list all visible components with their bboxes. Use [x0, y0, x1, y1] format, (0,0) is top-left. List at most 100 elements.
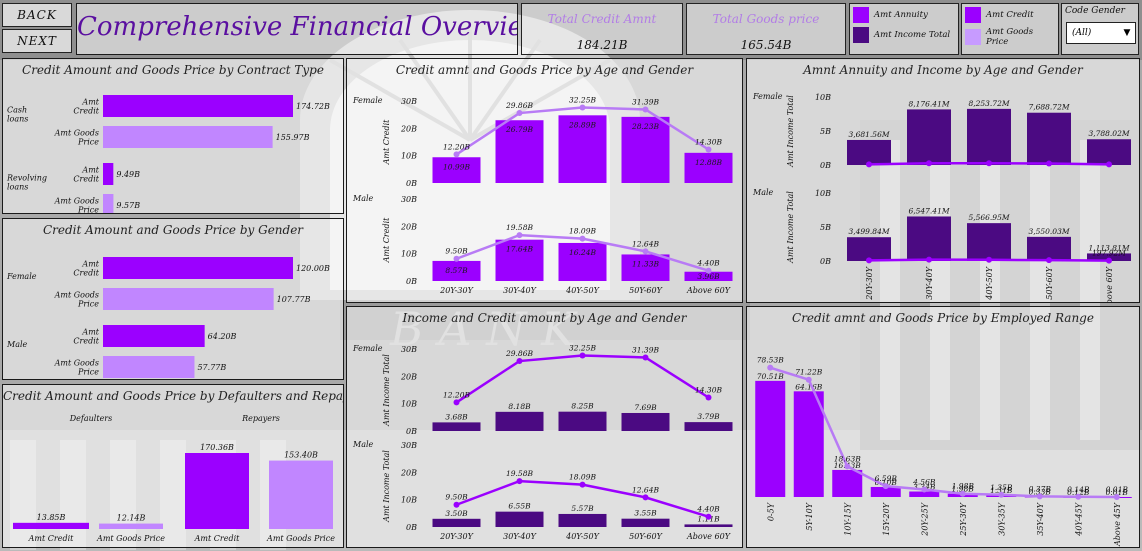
bar-value-label: 64.20B	[208, 332, 237, 341]
group-label: Repayers	[241, 414, 280, 423]
next-button[interactable]: NEXT	[2, 29, 72, 53]
series-line	[769, 366, 1117, 499]
gender-select[interactable]: (All) ▼	[1066, 22, 1136, 44]
line-value-label: 0.01B	[1106, 485, 1129, 494]
x-tick-label: 30Y-35Y	[997, 502, 1006, 535]
x-tick-label: 40Y-45Y	[1074, 502, 1083, 536]
line-value-label: 29.86B	[505, 101, 533, 110]
y-tick-label: 30B	[401, 97, 417, 106]
chart-title: Credit amnt and Goods Price by Age and G…	[395, 63, 694, 77]
bar-value-label: 155.97B	[276, 133, 310, 142]
line-point	[986, 256, 992, 263]
panel-annuity-income: Amnt Annuity and Income by Age and Gende…	[746, 58, 1140, 303]
line-value-label: 4.56B	[912, 477, 936, 486]
line-value-label: 197.92M	[1092, 249, 1126, 258]
line-point	[1046, 160, 1052, 167]
contract-type-chart: Cash loans Amt Credit 174.72B Amt Goods Price 1…	[6, 95, 330, 213]
x-tick-label: 35Y-40Y	[1036, 502, 1045, 535]
bar-value-label: 8.25B	[571, 402, 594, 411]
legend-label: Amt Income Total	[874, 30, 951, 40]
panel-employed-range: Credit amnt and Goods Price by Employed …	[746, 306, 1140, 548]
vbar	[621, 254, 670, 281]
vbar	[1027, 236, 1071, 261]
vbar	[185, 453, 249, 529]
line-point	[926, 160, 932, 167]
vbar	[432, 518, 481, 527]
bar-value-label: 107.77B	[277, 295, 311, 304]
vbar	[847, 139, 891, 165]
panel-gender: Credit Amount and Goods Price by Gender …	[2, 218, 344, 380]
bar-category-label: Amt Goods Price	[266, 534, 335, 543]
vbar	[967, 108, 1011, 165]
x-tick-label: 20Y-30Y	[439, 286, 473, 295]
bar-value-label: 5,566.95M	[968, 213, 1009, 222]
row-label: Male	[752, 188, 774, 197]
y-tick-label: 0B	[820, 161, 831, 170]
line-value-label: 18.09B	[569, 473, 596, 482]
line-value-label: 32.25B	[569, 95, 596, 104]
defaulters-chart: Defaulters 13.85B Amt Credit 12.14B Amt Good…	[13, 414, 335, 543]
x-tick-label: 10Y-15Y	[843, 502, 852, 535]
bar-value-label: 6.10B	[875, 478, 898, 487]
bar-category-label: Amt Goods Price	[96, 534, 165, 543]
line-point	[986, 160, 992, 167]
x-tick-label: 20Y-25Y	[920, 502, 929, 536]
x-tick-label: Above 60Y	[1105, 266, 1114, 302]
y-tick-label: 10B	[401, 400, 417, 409]
vbar	[1087, 139, 1131, 165]
row-label: Male	[352, 440, 374, 449]
bar-value-label: 3.79B	[697, 412, 720, 421]
swatch-annuity	[853, 7, 869, 23]
line-point	[579, 235, 586, 242]
chart-title: Credit Amount and Goods Price by Default…	[3, 389, 344, 403]
line-point	[516, 358, 523, 365]
bar-category-label: Amt Credit	[73, 98, 99, 116]
line-point	[453, 151, 460, 158]
row-label: Female	[752, 92, 783, 101]
line-value-label: 18.09B	[569, 227, 596, 236]
line-point	[705, 513, 712, 520]
panel-income-credit: Income and Credit amount by Age and Gend…	[346, 306, 743, 548]
vbar	[1027, 112, 1071, 165]
line-value-label: 14.30B	[695, 137, 722, 146]
vbar	[495, 411, 544, 431]
bar-value-label: 8.18B	[508, 402, 531, 411]
vbar	[909, 491, 940, 497]
vbar	[684, 271, 733, 281]
y-tick-label: 0B	[820, 257, 831, 266]
y-axis-title: Amt Credit	[382, 217, 391, 263]
line-point	[579, 481, 586, 488]
line-value-label: 19.58B	[506, 469, 533, 478]
line-point	[1113, 493, 1120, 500]
vbar	[847, 237, 891, 261]
hbar	[103, 356, 195, 378]
bar-value-label: 5.57B	[571, 504, 594, 513]
y-tick-label: 0B	[406, 179, 417, 188]
title-panel: Comprehensive Financial Overview	[76, 3, 518, 55]
line-value-label: 12.20B	[443, 142, 470, 151]
panel-contract-type: Credit Amount and Goods Price by Contrac…	[2, 58, 344, 214]
x-tick-label: 40Y-50Y	[985, 266, 994, 300]
x-tick-label: 30Y-40Y	[925, 266, 934, 299]
y-tick-label: 0B	[406, 523, 417, 532]
x-tick-label: Above 60Y	[686, 286, 731, 295]
kpi-value: 184.21B	[576, 38, 628, 52]
bar-value-label: 10.99B	[443, 162, 470, 171]
vbar	[870, 486, 901, 497]
legend-label: Amt Annuity	[874, 10, 928, 20]
vbar	[684, 152, 733, 183]
back-button[interactable]: BACK	[2, 3, 72, 27]
line-value-label: 1.98B	[952, 482, 975, 491]
vbar	[755, 380, 786, 497]
bar-value-label: 1.98B	[952, 485, 975, 494]
gender-chart: Female Amt Credit 120.00B Amt Goods Price 107.…	[6, 257, 330, 378]
vbar	[495, 239, 544, 281]
line-value-label: 32.25B	[569, 343, 596, 352]
bar-value-label: 28.23B	[631, 122, 659, 131]
line-point	[642, 354, 649, 361]
bar-value-label: 70.51B	[757, 372, 784, 381]
vbar	[621, 412, 670, 431]
legend-item: Amt Income Total	[853, 27, 950, 43]
x-tick-label: 40Y-50Y	[565, 532, 599, 541]
bar-value-label: 13.85B	[37, 513, 66, 522]
